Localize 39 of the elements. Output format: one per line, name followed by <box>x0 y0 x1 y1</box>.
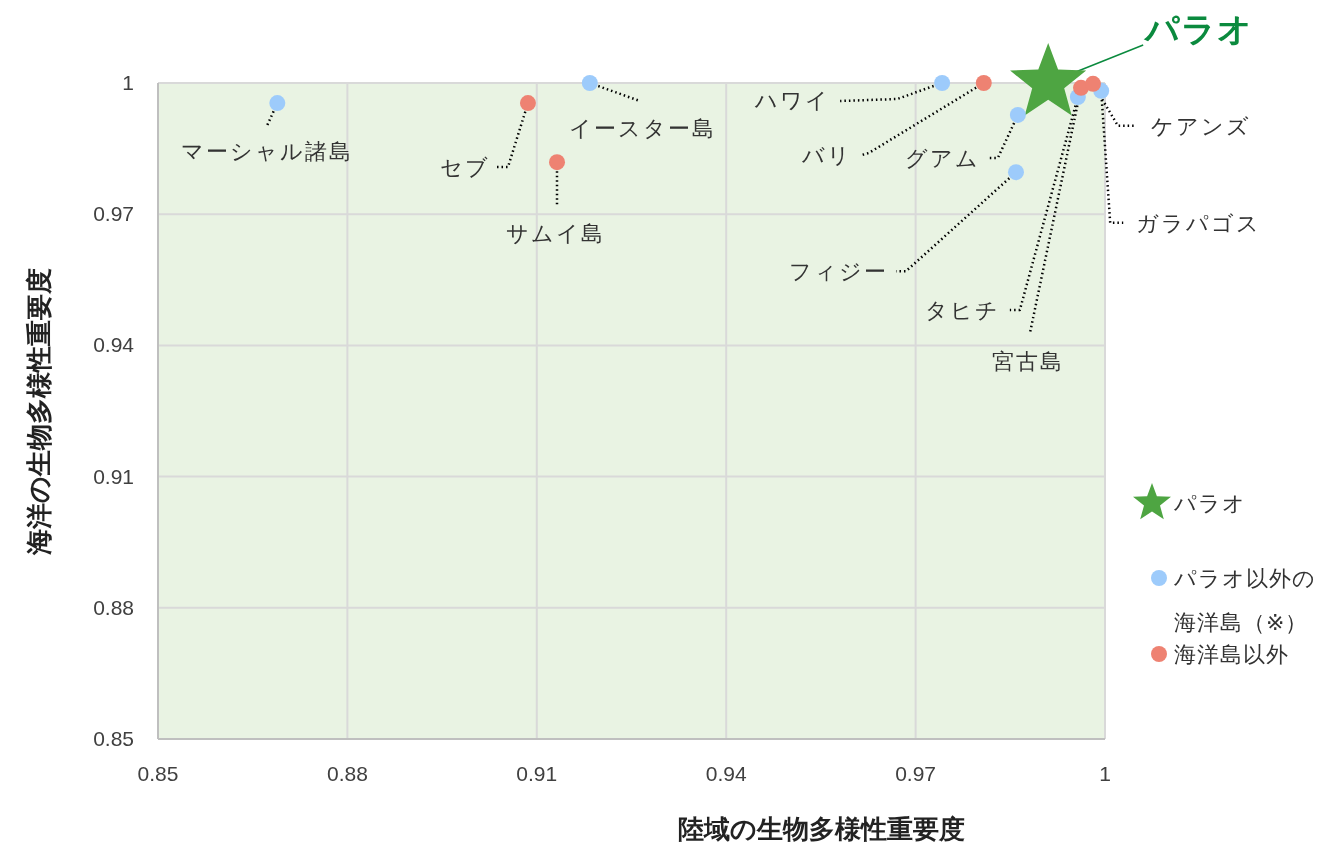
point <box>519 95 536 112</box>
x-tick-label: 0.88 <box>326 762 368 785</box>
x-tick-label: 0.94 <box>705 762 747 785</box>
annotation: フィジー <box>788 259 888 285</box>
legend-label: 海洋島以外 <box>1174 642 1289 667</box>
y-tick-label: 1 <box>122 71 134 94</box>
x-axis-title: 陸域の生物多様性重要度 <box>678 814 965 844</box>
annotation: イースター島 <box>569 116 717 141</box>
annotation: バリ <box>800 143 852 168</box>
annotation: 宮古島 <box>992 348 1065 374</box>
point <box>975 75 992 91</box>
point <box>1009 106 1026 123</box>
x-tick-label: 0.97 <box>895 762 937 785</box>
legend-label: パラオ以外の海洋島（※） <box>1173 566 1316 635</box>
annotation: タヒチ <box>924 297 1000 323</box>
x-tick-label: 1 <box>1099 762 1111 785</box>
point <box>1007 164 1024 181</box>
y-tick-label: 0.88 <box>93 595 134 619</box>
y-tick-label: 0.85 <box>93 727 134 750</box>
annotation: マーシャル諸島 <box>181 139 354 165</box>
annotation: ハワイ <box>754 88 831 113</box>
annotation: サムイ島 <box>505 221 605 247</box>
annotation: セブ <box>439 155 490 181</box>
point <box>934 75 951 91</box>
point <box>581 75 598 91</box>
legend-label: パラオ <box>1173 491 1246 516</box>
x-tick-label: 0.85 <box>137 762 179 785</box>
y-axis-title: 海洋の生物多様性重要度 <box>24 267 54 556</box>
annotation: ケアンズ <box>1151 113 1251 139</box>
y-tick-label: 0.94 <box>93 333 135 357</box>
point <box>549 154 565 171</box>
annotation: ガラパゴス <box>1136 210 1262 236</box>
point <box>1085 75 1101 92</box>
annotation: パラオ <box>1143 10 1254 48</box>
x-tick-label: 0.91 <box>516 762 558 785</box>
point <box>269 95 286 112</box>
y-tick-label: 0.97 <box>93 202 134 226</box>
y-tick-label: 0.91 <box>93 464 134 488</box>
annotation: グアム <box>904 145 980 171</box>
